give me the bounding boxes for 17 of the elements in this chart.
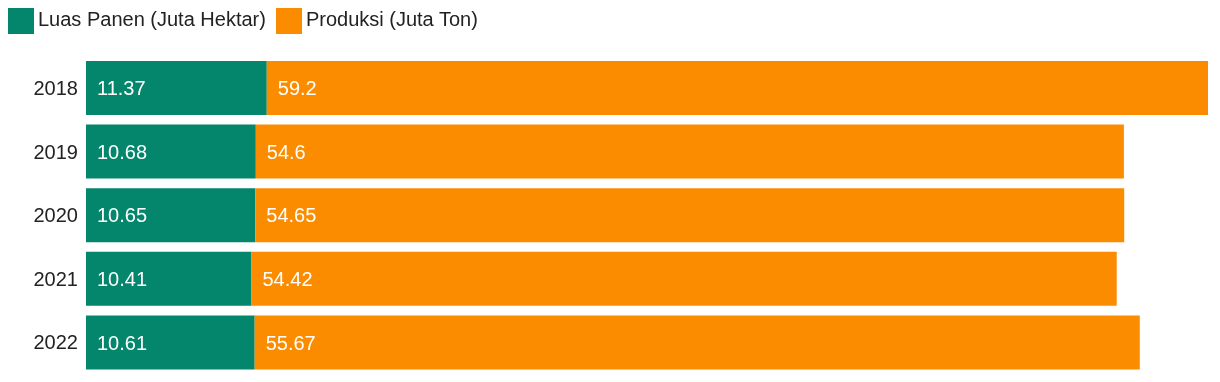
y-tick-label: 2019 <box>33 140 78 163</box>
y-tick-label: 2022 <box>33 331 78 354</box>
y-tick-label: 2020 <box>33 204 78 227</box>
legend-label: Produksi (Juta Ton) <box>305 8 478 31</box>
data-label: 54.6 <box>266 140 306 163</box>
data-label: 55.67 <box>265 331 316 354</box>
data-label: 10.65 <box>97 204 148 227</box>
data-label: 10.41 <box>97 267 148 290</box>
data-label: 11.37 <box>97 77 146 100</box>
data-label: 10.61 <box>97 331 148 354</box>
data-label: 54.65 <box>266 204 317 227</box>
y-tick-label: 2021 <box>33 267 78 290</box>
data-label: 10.68 <box>97 140 148 163</box>
y-tick-label: 2018 <box>33 76 78 99</box>
legend-label: Luas Panen (Juta Hektar) <box>38 8 266 31</box>
data-label: 54.42 <box>262 267 313 290</box>
data-label: 59.2 <box>277 77 317 100</box>
